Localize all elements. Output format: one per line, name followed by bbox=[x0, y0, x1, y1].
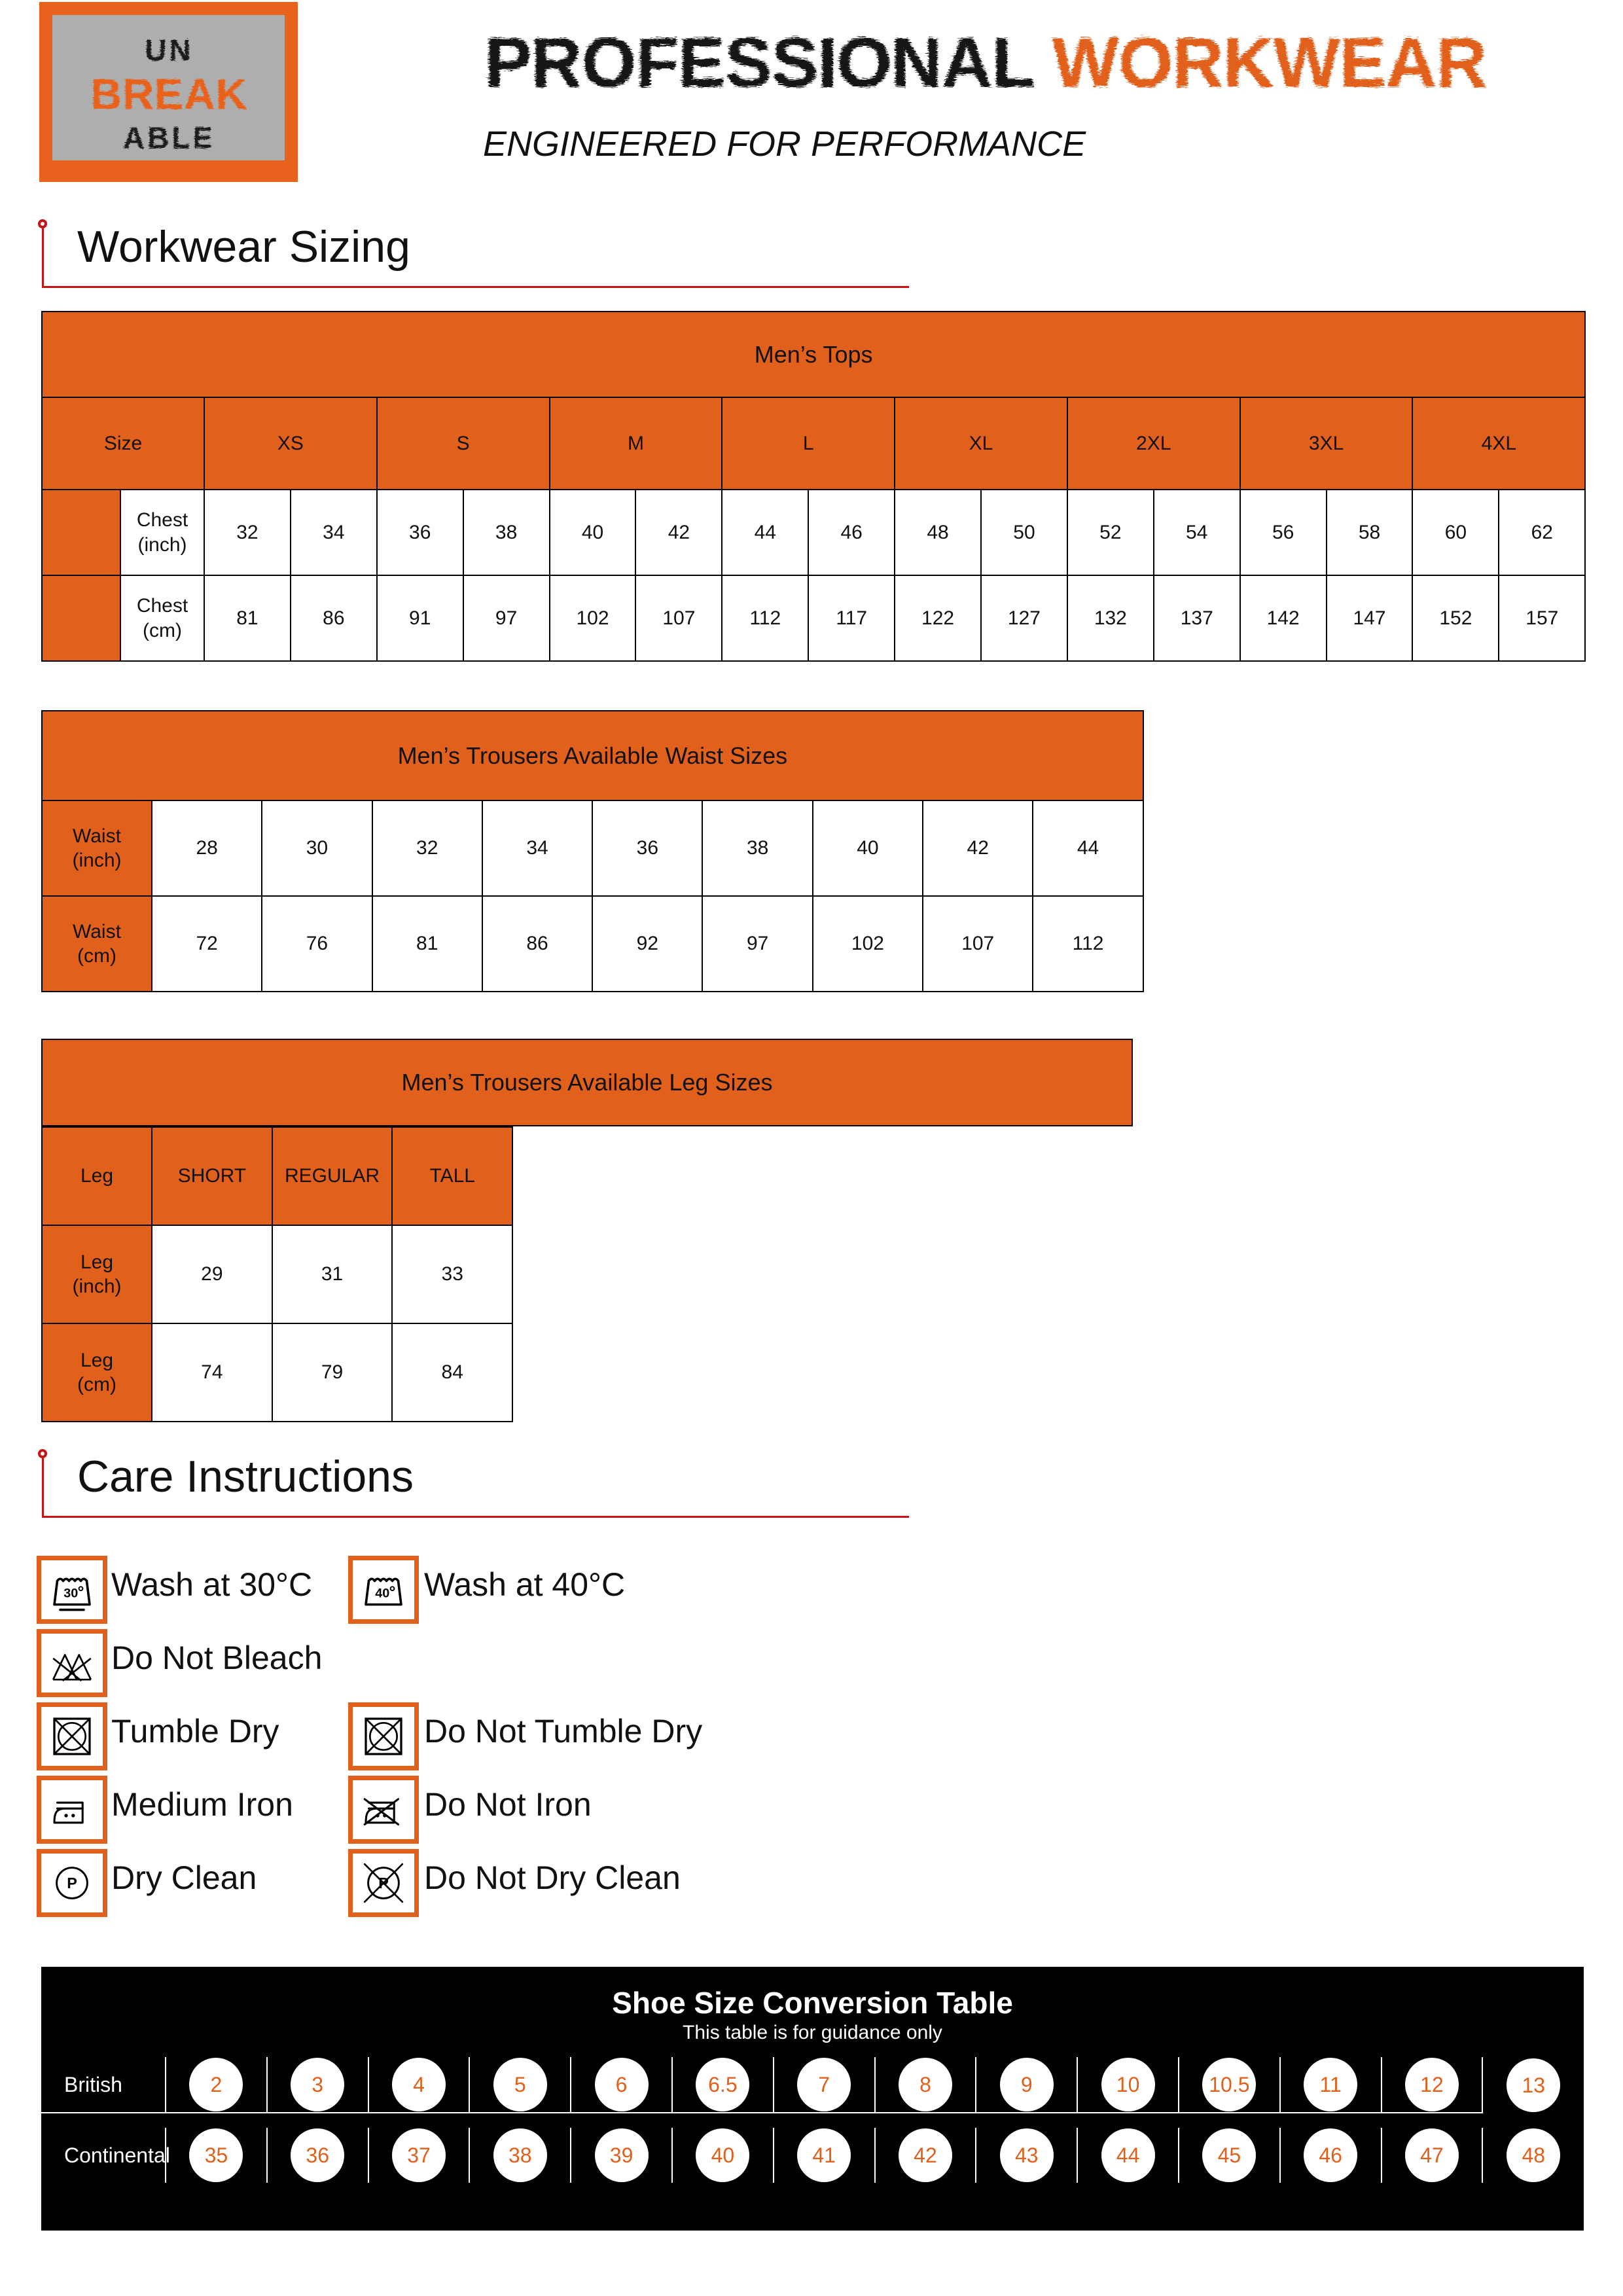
svg-text:BREAK: BREAK bbox=[90, 69, 247, 117]
svg-text:UN: UN bbox=[144, 32, 192, 66]
svg-text:PROFESSIONAL WORKWEAR: PROFESSIONAL WORKWEAR bbox=[483, 21, 1485, 100]
svg-text:40: 40 bbox=[375, 1587, 389, 1601]
svg-text:30: 30 bbox=[63, 1587, 78, 1601]
svg-text:ABLE: ABLE bbox=[122, 120, 214, 154]
svg-text:P: P bbox=[67, 1874, 77, 1892]
